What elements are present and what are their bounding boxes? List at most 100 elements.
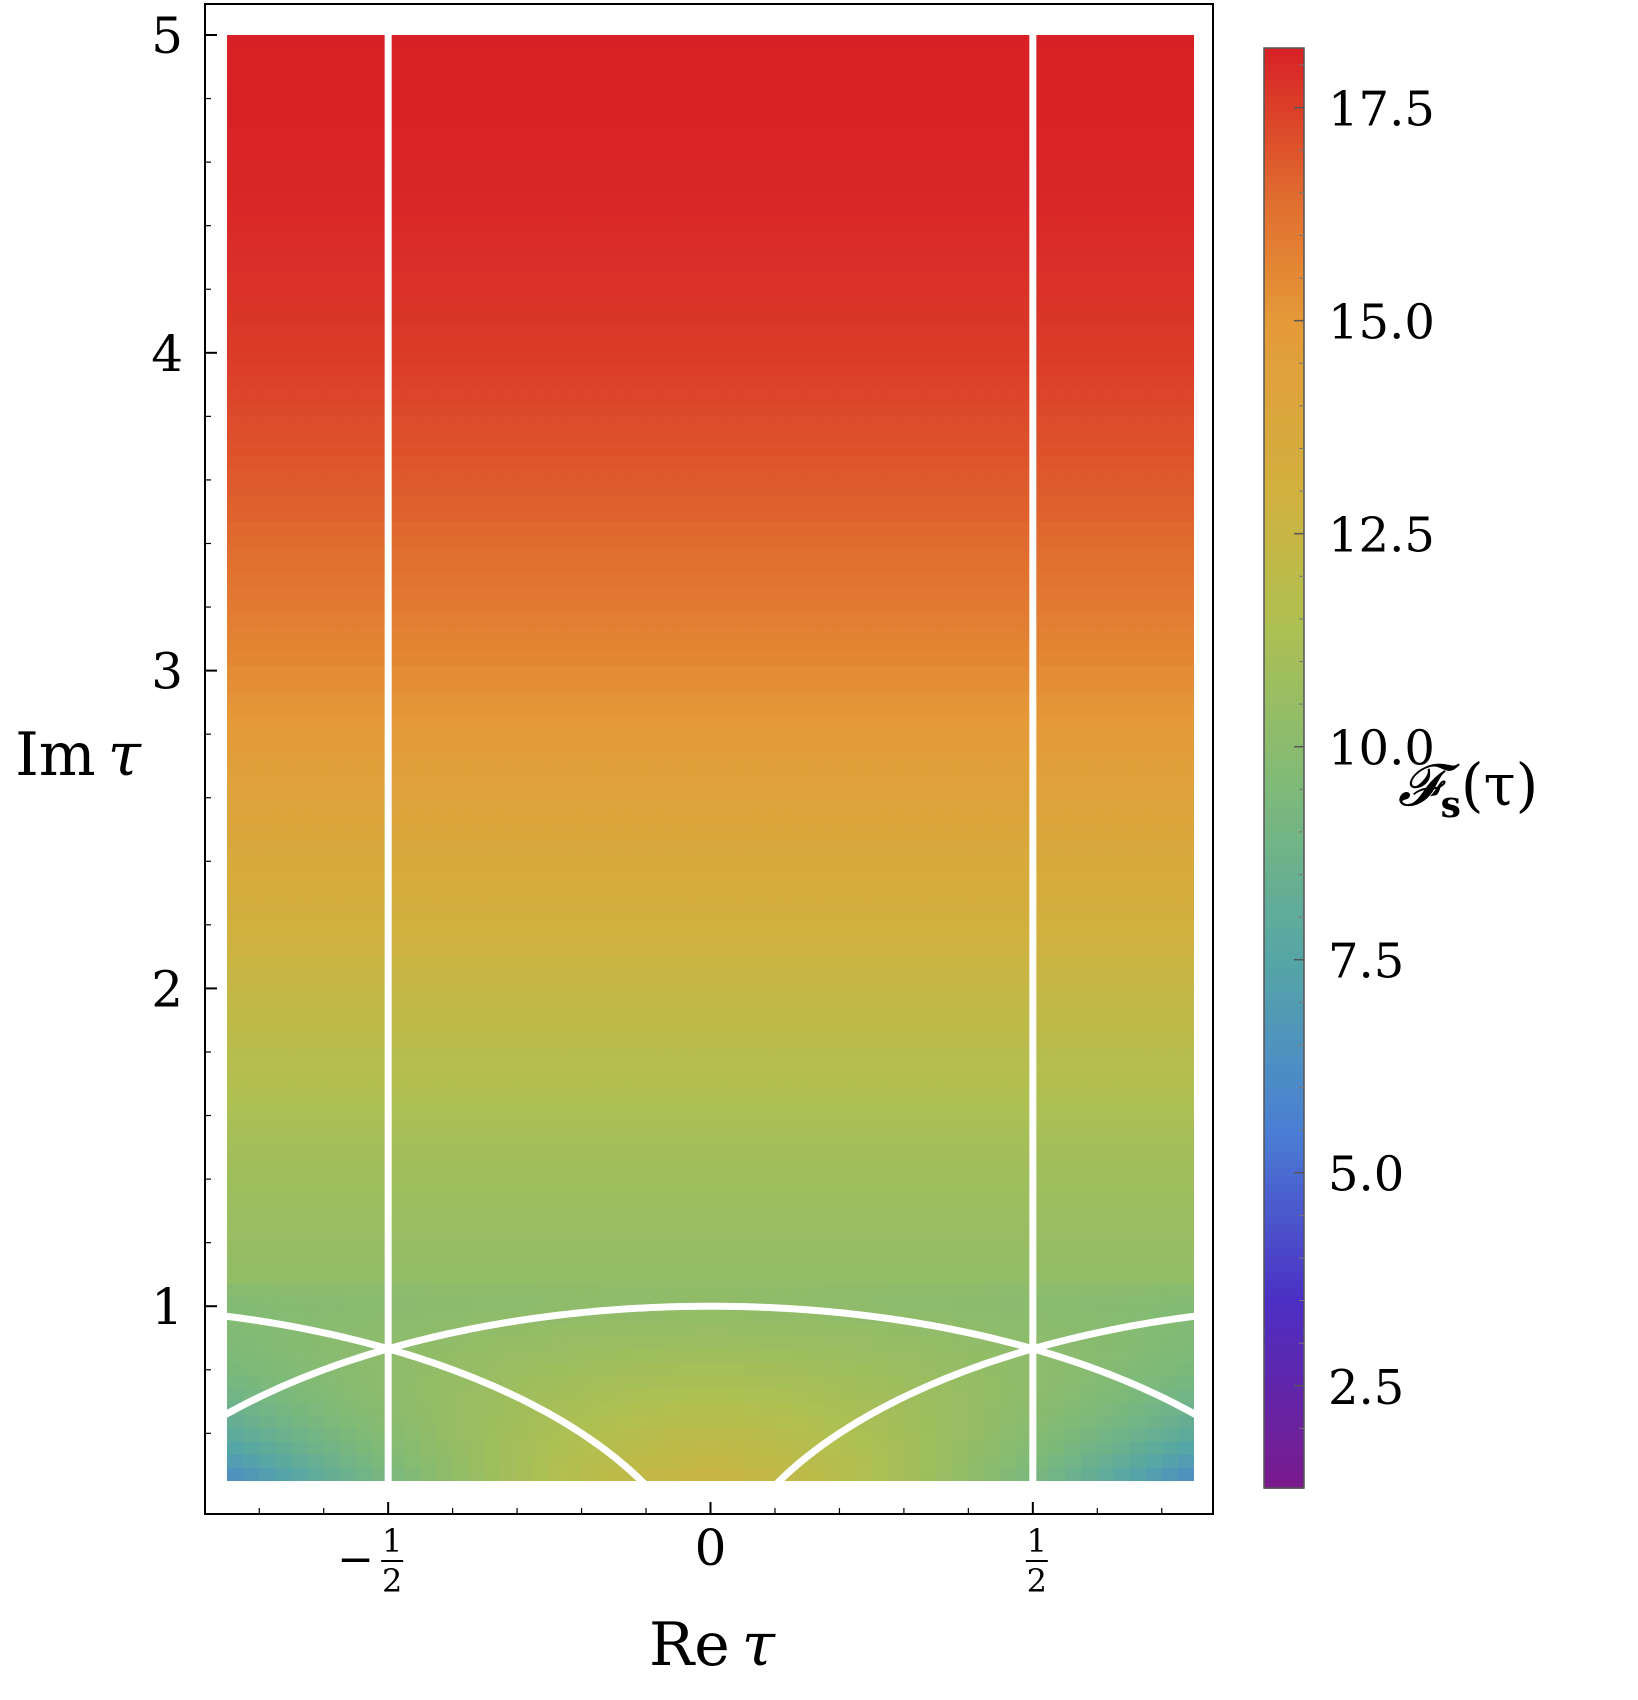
- density-cell: [726, 1086, 744, 1101]
- density-cell: [903, 389, 921, 404]
- density-cell: [533, 547, 551, 562]
- density-cell: [839, 810, 857, 825]
- density-cell: [1161, 955, 1179, 970]
- density-cell: [581, 179, 599, 194]
- density-cell: [227, 679, 244, 694]
- density-cell: [565, 850, 583, 864]
- density-cell: [1129, 219, 1147, 233]
- density-cell: [404, 389, 422, 404]
- density-cell: [1161, 850, 1179, 864]
- density-cell: [1065, 1034, 1082, 1048]
- density-cell: [871, 179, 889, 194]
- density-cell: [1048, 1020, 1066, 1035]
- density-cell: [259, 705, 277, 720]
- density-cell: [323, 350, 341, 365]
- density-cell: [1032, 245, 1050, 260]
- density-cell: [291, 442, 309, 457]
- density-cell: [694, 219, 712, 233]
- density-cell: [823, 442, 841, 457]
- density-cell: [581, 61, 599, 76]
- density-cell: [1145, 429, 1163, 444]
- density-cell: [291, 153, 309, 168]
- density-cell: [436, 495, 454, 510]
- density-cell: [807, 205, 825, 220]
- density-cell: [807, 74, 825, 89]
- density-cell: [436, 337, 454, 352]
- density-cell: [694, 521, 712, 536]
- density-cell: [646, 127, 663, 141]
- density-cell: [726, 876, 744, 891]
- density-cell: [452, 284, 470, 299]
- density-cell: [500, 113, 518, 128]
- density-cell: [1129, 468, 1147, 483]
- density-cell: [1113, 179, 1131, 194]
- density-cell: [646, 797, 663, 812]
- density-cell: [291, 876, 309, 891]
- density-cell: [452, 205, 470, 220]
- density-cell: [968, 258, 986, 273]
- density-cell: [646, 508, 663, 523]
- density-cell: [1113, 968, 1131, 983]
- density-cell: [936, 784, 954, 799]
- density-cell: [388, 876, 406, 891]
- density-cell: [968, 981, 986, 996]
- density-cell: [517, 1060, 535, 1075]
- density-cell: [484, 442, 502, 457]
- density-cell: [1032, 968, 1050, 983]
- density-cell: [920, 705, 937, 720]
- density-cell: [420, 744, 438, 759]
- density-cell: [662, 639, 680, 654]
- density-cell: [549, 705, 567, 720]
- density-cell: [323, 455, 341, 470]
- density-cell: [646, 179, 663, 194]
- density-cell: [774, 1020, 792, 1035]
- density-cell: [774, 219, 792, 233]
- density-cell: [291, 705, 309, 720]
- density-cell: [774, 311, 792, 325]
- density-cell: [726, 232, 744, 247]
- density-cell: [275, 258, 293, 273]
- density-cell: [420, 179, 438, 194]
- density-cell: [984, 35, 1002, 49]
- density-cell: [887, 311, 905, 325]
- density-cell: [533, 113, 551, 128]
- density-cell: [259, 902, 277, 917]
- density-cell: [1145, 1007, 1163, 1022]
- density-cell: [581, 140, 599, 155]
- density-cell: [549, 731, 567, 746]
- density-cell: [259, 731, 277, 746]
- density-cell: [1161, 534, 1179, 549]
- density-cell: [436, 1020, 454, 1035]
- density-cell: [452, 100, 470, 115]
- density-cell: [1048, 994, 1066, 1009]
- density-cell: [436, 850, 454, 864]
- density-cell: [1081, 87, 1099, 102]
- density-cell: [742, 337, 760, 352]
- density-cell: [339, 968, 357, 983]
- density-cell: [968, 744, 986, 759]
- density-cell: [1161, 284, 1179, 299]
- density-cell: [1097, 823, 1115, 838]
- density-cell: [1000, 889, 1018, 904]
- density-cell: [662, 692, 680, 707]
- density-cell: [388, 481, 406, 496]
- density-cell: [1032, 455, 1050, 470]
- density-cell: [581, 639, 599, 654]
- density-cell: [694, 613, 712, 628]
- density-cell: [646, 271, 663, 286]
- density-cell: [549, 481, 567, 496]
- density-cell: [597, 968, 615, 983]
- density-cell: [968, 547, 986, 562]
- density-cell: [791, 35, 808, 49]
- density-cell: [500, 205, 518, 220]
- density-cell: [227, 48, 244, 63]
- density-cell: [1113, 245, 1131, 260]
- density-cell: [484, 1060, 502, 1075]
- density-cell: [291, 915, 309, 930]
- density-cell: [597, 1112, 615, 1127]
- density-cell: [774, 1086, 792, 1101]
- density-cell: [710, 61, 728, 76]
- density-cell: [227, 258, 244, 273]
- density-cell: [275, 968, 293, 983]
- density-cell: [275, 1034, 293, 1048]
